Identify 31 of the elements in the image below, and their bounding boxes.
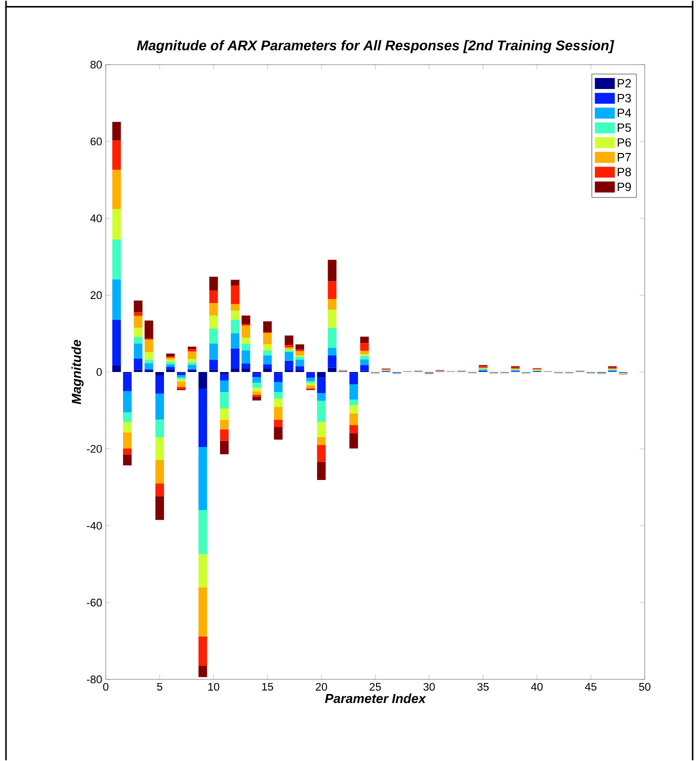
legend-label: P6 bbox=[618, 138, 632, 147]
legend-label: P8 bbox=[618, 168, 632, 176]
x-tick-label: 20 bbox=[316, 682, 328, 691]
y-axis-title: Magnitude bbox=[72, 340, 84, 404]
y-tick-label: -20 bbox=[87, 444, 102, 453]
x-axis-title: Parameter Index bbox=[325, 694, 426, 704]
y-tick-label: 40 bbox=[90, 214, 102, 222]
y-tick-label: -40 bbox=[87, 522, 102, 530]
y-tick-label: 60 bbox=[90, 138, 102, 146]
x-tick-label: 0 bbox=[103, 682, 109, 691]
legend-label: P5 bbox=[618, 123, 632, 132]
y-tick-label: -80 bbox=[87, 676, 102, 684]
x-tick-label: 50 bbox=[639, 682, 651, 691]
x-tick-label: 30 bbox=[424, 682, 435, 691]
x-tick-label: 45 bbox=[585, 682, 597, 691]
legend-label: P2 bbox=[618, 79, 632, 88]
x-tick-label: 40 bbox=[531, 682, 543, 691]
y-tick-label: 20 bbox=[90, 291, 102, 300]
x-tick-label: 5 bbox=[157, 682, 162, 691]
y-tick-label: 0 bbox=[96, 368, 102, 376]
x-tick-label: 10 bbox=[208, 682, 220, 691]
x-tick-label: 35 bbox=[478, 682, 489, 691]
x-tick-label: 15 bbox=[262, 682, 274, 691]
y-tick-label: 80 bbox=[90, 60, 102, 69]
legend-label: P7 bbox=[618, 153, 632, 162]
chart-title: Magnitude of ARX Parameters for All Responses [2nd Training Session] bbox=[137, 40, 614, 54]
x-tick-label: 25 bbox=[370, 682, 382, 691]
legend-label: P4 bbox=[618, 108, 632, 117]
legend-label: P3 bbox=[618, 94, 632, 102]
legend-label: P9 bbox=[618, 182, 632, 192]
y-tick-label: -60 bbox=[87, 598, 102, 606]
